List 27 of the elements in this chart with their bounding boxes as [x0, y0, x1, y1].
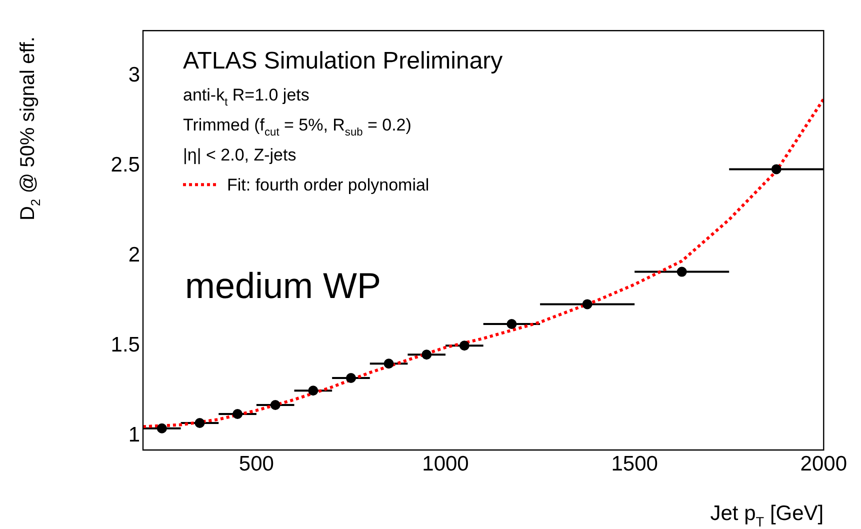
y-axis-title: D2 @ 50% signal eff.: [17, 36, 43, 221]
point: [270, 400, 280, 410]
point: [232, 409, 243, 419]
x-tick-label: 1500: [611, 452, 658, 476]
annotation: medium WP: [185, 265, 382, 306]
legend-label: Fit: fourth order polynomial: [227, 176, 430, 195]
point: [582, 299, 592, 310]
annotation: |η| < 2.0, Z-jets: [183, 146, 296, 165]
x-tick-label: 1000: [422, 452, 469, 476]
point: [459, 340, 470, 351]
point: [676, 266, 687, 277]
point: [156, 423, 167, 434]
y-tick-label: 1.5: [110, 333, 140, 356]
y-tick-label: 2.5: [110, 153, 140, 176]
point: [506, 319, 517, 329]
x-tick-label: 2000: [800, 452, 847, 476]
point: [194, 418, 205, 428]
y-tick-label: 2: [128, 243, 140, 266]
point: [308, 386, 318, 396]
point: [422, 350, 432, 360]
x-tick-label: 500: [238, 452, 274, 476]
point: [346, 373, 356, 383]
point: [384, 358, 394, 369]
y-tick-label: 1: [128, 423, 140, 446]
point: [771, 164, 782, 174]
annotation: ATLAS Simulation Preliminary: [183, 48, 503, 75]
y-tick-label: 3: [128, 63, 140, 86]
